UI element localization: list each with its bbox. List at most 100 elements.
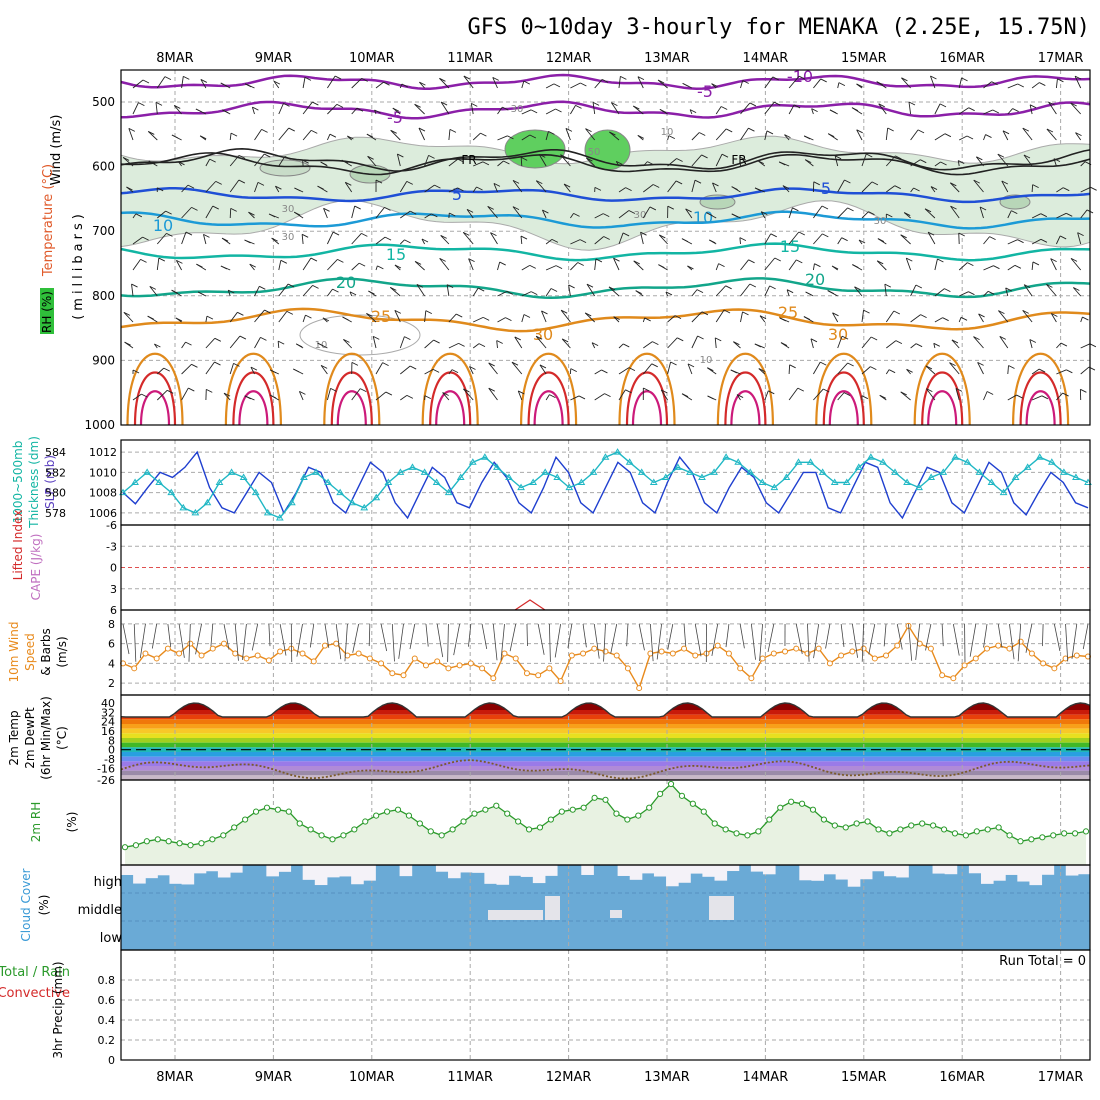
wind-barb-flag <box>866 153 873 158</box>
wind-barb <box>254 286 260 297</box>
wind-barb-flag <box>667 205 675 210</box>
wind10-barb <box>1082 623 1089 650</box>
rh2m-ylabel-b: (%) <box>65 812 79 833</box>
wind-barb <box>122 157 134 167</box>
wind-barb-flag <box>275 185 282 190</box>
temp2m-tick-label: 16 <box>101 725 115 738</box>
wind-barb <box>788 104 795 115</box>
wind-barb-flag <box>895 340 903 345</box>
thickness-point <box>649 478 658 485</box>
wind-barb <box>414 103 425 115</box>
heat-contour <box>126 352 184 426</box>
wind10-barb <box>425 623 429 647</box>
wind-barb-flag <box>401 83 409 88</box>
wind10-line <box>122 624 1089 690</box>
wind-barb-flag <box>854 286 861 291</box>
wind-barb <box>205 316 208 323</box>
temp2m-ylabel-a: 2m Temp <box>7 710 21 765</box>
wind10-point <box>871 655 878 662</box>
wind-barb-flag <box>199 135 207 140</box>
wind-barb-flag <box>214 337 222 342</box>
cloud-clear-high <box>169 865 183 884</box>
wind-barb-flag <box>660 389 668 394</box>
wind-barb <box>908 101 912 115</box>
wind-barb <box>254 129 262 141</box>
temp-color-band <box>121 724 1090 729</box>
wind10-point <box>277 648 284 655</box>
wind-barb <box>643 341 653 349</box>
wind10-barb <box>268 623 271 647</box>
wind-barb <box>229 312 238 323</box>
temp-color-band <box>121 766 1090 771</box>
wind-barb <box>998 310 1009 323</box>
thickness-point <box>239 473 248 480</box>
temp-color-band <box>121 733 1090 738</box>
rh2m-point <box>187 842 194 849</box>
wind-barb-flag <box>779 317 786 322</box>
thickness-point <box>903 478 911 485</box>
wind10-barb <box>683 623 687 647</box>
wind-barb-flag <box>958 160 965 164</box>
contour-label: 30 <box>874 216 887 227</box>
wind-barb-flag <box>122 157 130 161</box>
wind10-barb <box>1009 623 1015 660</box>
cloud-clear-high <box>314 865 328 886</box>
wind-barb <box>910 159 921 167</box>
wind-barb <box>302 101 313 115</box>
wind-barb-flag <box>311 129 318 134</box>
wind-barb <box>277 341 280 349</box>
rh2m-point <box>438 832 445 839</box>
wind-barb-flag <box>831 265 839 270</box>
wind-barb-flag <box>829 109 837 114</box>
wind-barb <box>511 361 523 375</box>
thickness-point <box>1011 473 1020 480</box>
li-tick-label: 3 <box>110 583 117 596</box>
wind-barb-flag <box>392 107 400 112</box>
wind-barb-flag <box>295 343 303 348</box>
wind-barb <box>837 335 843 349</box>
wind-barb-flag <box>674 315 682 320</box>
wind-barb-flag <box>457 187 464 192</box>
rh2m-point <box>798 800 806 807</box>
wind-barb <box>691 311 703 323</box>
wind-barb <box>715 106 722 115</box>
wind-barb-flag <box>416 283 424 288</box>
wind-barb <box>472 287 479 297</box>
wind-barb-flag <box>530 109 538 114</box>
wind-barb-flag <box>377 265 384 270</box>
thickness-point <box>468 458 477 465</box>
wind10-barb <box>380 623 388 652</box>
wind-barb <box>131 283 134 297</box>
wind-barb-flag <box>195 108 203 113</box>
wind-barb-flag <box>550 288 558 292</box>
wind-barb <box>861 336 872 349</box>
cloud-clear-high <box>835 865 849 880</box>
date-label-bottom: 15MAR <box>841 1070 887 1085</box>
pressure-tick-label: 500 <box>92 95 115 109</box>
wind-barb <box>462 232 474 245</box>
wind-barb-flag <box>586 283 594 288</box>
wind-barb-flag <box>758 368 765 372</box>
date-label-top: 8MAR <box>156 51 193 66</box>
wind-barb-flag <box>132 369 140 374</box>
wind-barb-flag <box>968 291 975 296</box>
wind-barb-flag <box>640 231 647 236</box>
wind-barb-flag <box>870 336 878 341</box>
wind-barb <box>326 133 331 141</box>
wind-barb <box>886 185 896 193</box>
wind-barb <box>618 76 621 89</box>
wind-barb-flag <box>997 153 1005 158</box>
wind-barb-flag <box>585 128 592 133</box>
date-label-bottom: 9MAR <box>255 1070 292 1085</box>
wind-barb <box>691 154 702 167</box>
wind-barb-flag <box>439 77 446 82</box>
rh2m-point <box>394 806 402 813</box>
cloud-clear-high <box>581 865 594 875</box>
wind10-point <box>1028 650 1035 657</box>
wind-barb <box>642 206 651 219</box>
wind-barb <box>448 187 458 193</box>
precip-panel-ylabels: Total / Rain Convective 3hr Precip (mm) … <box>0 954 1086 1059</box>
wind-barb <box>594 393 605 401</box>
wind10-barb <box>554 623 562 658</box>
wind-barb-flag <box>560 309 568 314</box>
